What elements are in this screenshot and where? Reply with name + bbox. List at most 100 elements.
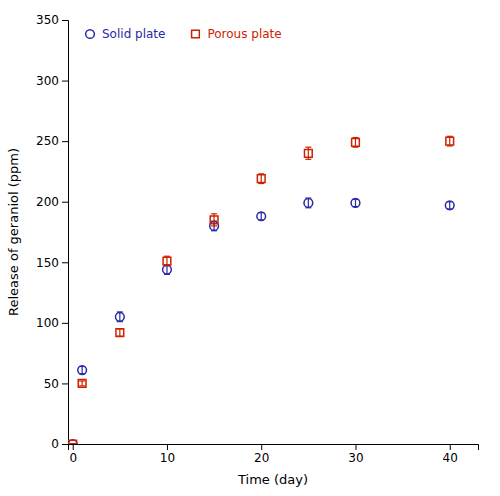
- point: [257, 175, 265, 183]
- tick: 50: [44, 377, 68, 391]
- point: [78, 366, 87, 375]
- point: [210, 216, 218, 224]
- legend-symbol: [192, 30, 200, 38]
- error-bar-cap: [70, 443, 76, 444]
- error-bar-cap: [305, 147, 311, 148]
- y-axis-title: Release of geraniol (ppm): [6, 148, 21, 316]
- tick-mark: [62, 262, 68, 263]
- tick-label: 300: [36, 74, 59, 88]
- error-bar-cap: [79, 385, 85, 386]
- error-bar-cap: [79, 380, 85, 381]
- tick-label: 40: [443, 451, 458, 465]
- error-bar-cap: [70, 443, 76, 444]
- error-bar: [70, 444, 76, 445]
- error-bar: [447, 202, 453, 209]
- error-bar-line: [261, 213, 262, 220]
- error-bar: [352, 199, 358, 206]
- error-bar-cap: [70, 443, 76, 444]
- error-bar: [352, 138, 358, 148]
- legend-label: Solid plate: [102, 27, 165, 41]
- plot: 0 10 20 30 40 0 50 100 150 200 250 300 350 Time (day)…: [6, 13, 479, 487]
- tick-mark: [167, 444, 168, 450]
- point: [351, 199, 360, 208]
- tick-label: 350: [36, 13, 59, 27]
- error-bar-cap: [305, 159, 311, 160]
- point: [116, 329, 124, 337]
- error-bar: [79, 366, 85, 373]
- tick: 0: [69, 444, 77, 465]
- point: [163, 257, 171, 265]
- series: [69, 136, 454, 444]
- point: [304, 149, 312, 157]
- x-axis-title: Time (day): [237, 472, 308, 487]
- error-bar: [305, 147, 311, 159]
- tick: 20: [254, 444, 269, 465]
- tick-label: 200: [36, 195, 59, 209]
- series: [68, 198, 454, 444]
- error-bar-line: [355, 199, 356, 206]
- point: [163, 265, 172, 274]
- tick-label: 100: [36, 316, 59, 330]
- y-axis-line: [62, 21, 69, 445]
- tick-mark: [62, 20, 68, 21]
- x-axis: 0 10 20 30 40: [69, 444, 479, 465]
- point: [69, 440, 77, 444]
- tick-label: 10: [160, 451, 175, 465]
- error-bar: [70, 444, 76, 445]
- error-bar-line: [82, 366, 83, 373]
- tick-label: 30: [348, 451, 363, 465]
- error-bar-cap: [211, 213, 217, 214]
- tick-mark: [62, 141, 68, 142]
- point: [257, 212, 266, 221]
- error-bar: [447, 136, 453, 146]
- tick-mark: [62, 81, 68, 82]
- point: [446, 137, 454, 145]
- error-bar: [117, 329, 123, 336]
- tick-mark: [261, 444, 262, 450]
- error-bar-cap: [70, 443, 76, 444]
- point: [115, 312, 124, 321]
- tick-label: 20: [254, 451, 269, 465]
- error-bar-line: [119, 329, 120, 336]
- tick-label: 250: [36, 134, 59, 148]
- error-bar-line: [308, 198, 309, 208]
- tick: 250: [36, 134, 68, 148]
- legend-item: Solid plate: [86, 27, 166, 41]
- tick: 0: [51, 437, 68, 451]
- tick-mark: [62, 323, 68, 324]
- tick: 10: [160, 444, 175, 465]
- tick-mark: [62, 444, 68, 445]
- tick: 200: [36, 195, 68, 209]
- legend-label: Porous plate: [207, 27, 281, 41]
- tick: 30: [348, 444, 363, 465]
- error-bar: [211, 214, 217, 226]
- legend-item: Porous plate: [192, 27, 282, 41]
- x-axis-line: [69, 445, 479, 451]
- legend-symbol: [86, 30, 95, 39]
- tick-label: 0: [51, 437, 59, 451]
- tick-mark: [73, 444, 74, 450]
- error-bar-cap: [211, 225, 217, 226]
- point: [304, 199, 313, 208]
- tick-mark: [355, 444, 356, 450]
- chart: 0 10 20 30 40 0 50 100 150 200 250 300 350 Time (day)…: [0, 0, 500, 496]
- point: [352, 138, 360, 146]
- point: [78, 380, 86, 388]
- marks: [68, 136, 454, 444]
- point: [445, 201, 454, 210]
- error-bar-line: [119, 312, 120, 322]
- tick: 100: [36, 316, 68, 330]
- tick-label: 150: [36, 256, 59, 270]
- error-bar-line: [449, 202, 450, 209]
- tick: 150: [36, 256, 68, 270]
- tick: 300: [36, 74, 68, 88]
- point: [68, 440, 77, 444]
- tick-label: 50: [44, 377, 59, 391]
- tick-label: 0: [69, 451, 77, 465]
- y-axis: 0 50 100 150 200 250 300 350: [36, 13, 68, 451]
- error-bar: [164, 256, 170, 266]
- error-bar-line: [82, 381, 83, 386]
- error-bar: [79, 381, 85, 386]
- legend: Solid plate Porous plate: [86, 27, 282, 41]
- error-bar: [258, 174, 264, 184]
